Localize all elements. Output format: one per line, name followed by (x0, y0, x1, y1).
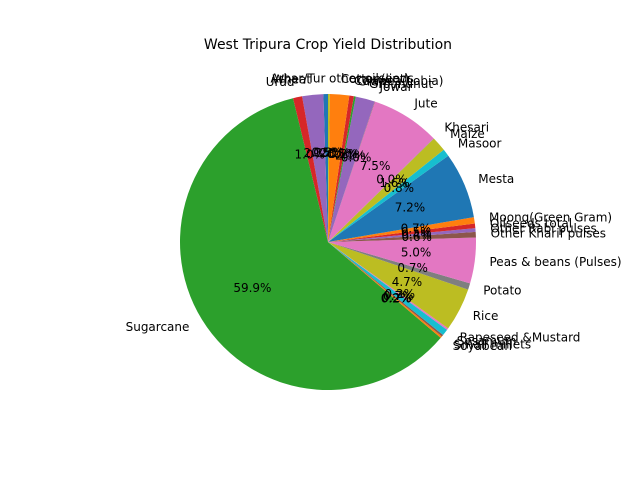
category-label-gram: Gram (358, 74, 391, 88)
pie-slice-sesamum (328, 242, 448, 336)
chart-title: West Tripura Crop Yield Distribution (204, 37, 452, 53)
category-label-peas-beans-pulses: Peas & beans (Pulses) (490, 255, 622, 269)
percent-label-other-rabi-pulses: 0.4% (401, 227, 432, 241)
pie-slice-moong-green-gram (328, 217, 475, 242)
pie-slice-sugarcane (179, 98, 441, 391)
percent-label-cotton-lint: 2.1% (320, 146, 351, 160)
percent-label-wheat: 2.3% (304, 146, 335, 160)
percent-label-moong-green-gram: 0.7% (401, 221, 432, 235)
percent-label-khesari: 0.0% (376, 172, 407, 186)
category-label-arhar-tur: Arhar/Tur (271, 72, 326, 86)
percent-label-maize: 1.6% (379, 176, 410, 190)
pie-slice-small-millets (328, 242, 444, 337)
percent-labels: 0.5%2.3%1.0%59.9%0.2%0.2%0.7%0.2%4.7%0.7… (233, 146, 432, 306)
category-label-rice: Rice (473, 309, 499, 323)
percent-label-peas-beans-pulses: 5.0% (401, 246, 432, 260)
category-label-other-rabi-pulses: Other Rabi pulses (490, 221, 597, 235)
percent-label-jute: 7.5% (360, 159, 391, 173)
category-label-soyabean: Soyabean (453, 339, 512, 353)
pie-slice-maize (328, 138, 444, 242)
pie-slice-cotton-lint (328, 94, 350, 242)
pie-slice-rapeseed-mustard (328, 242, 449, 330)
category-label-other-oilseeds: other oilseeds (329, 72, 414, 86)
category-label-cotton-lint: Cotton(lint) (341, 72, 409, 86)
pie-slice-oilseeds-total (328, 223, 476, 242)
pie-slice-masoor (328, 149, 449, 242)
pie-slice-gram (328, 96, 356, 242)
category-label-sugarcane: Sugarcane (126, 320, 190, 334)
percent-label-other-kharif-pulses: 0.6% (401, 230, 432, 244)
pie-slice-potato (328, 242, 471, 290)
category-label-oilseeds-total: Oilseeds total (490, 217, 572, 231)
category-label-urad: Urad (266, 75, 295, 89)
category-label-khesari: Khesari (444, 121, 489, 135)
pie-slice-wheat (302, 94, 328, 242)
pie-slices (179, 93, 476, 391)
category-label-other-kharif-pulses: Other Kharif pulses (491, 226, 606, 240)
category-label-small-millets: Small millets (454, 338, 531, 352)
pie-slice-peas-beans-pulses (328, 237, 476, 284)
category-label-maize: Maize (450, 127, 485, 141)
percent-label-sugarcane: 59.9% (233, 281, 271, 295)
category-label-wheat: Wheat (272, 73, 311, 87)
percent-label-gram: 0.2% (329, 147, 360, 161)
category-label-jute: Jute (413, 97, 437, 111)
pie-slice-jute (328, 101, 434, 242)
category-label-masoor: Masoor (458, 136, 502, 150)
percent-label-sesamum: 0.7% (383, 289, 414, 303)
category-label-cowpea-lobia: Cowpea(Lobia) (354, 74, 443, 88)
percent-label-urad: 1.0% (294, 148, 325, 162)
percent-label-oilseeds-total: 0.5% (401, 225, 432, 239)
pie-slice-cowpea-lobia (328, 95, 354, 242)
pie-slice-groundnut (328, 96, 375, 242)
percent-label-masoor: 0.8% (384, 181, 415, 195)
pie-slice-other-oilseeds (328, 93, 330, 242)
category-label-potato: Potato (483, 284, 521, 298)
category-label-sesamum: Sesamum (457, 334, 517, 348)
category-label-moong-green-gram: Moong(Green Gram) (489, 211, 612, 225)
category-label-jowar: Jowar (379, 80, 413, 94)
percent-label-other-oilseeds: 0.2% (313, 146, 344, 160)
percent-label-soyabean: 0.2% (381, 292, 412, 306)
pie-slice-arhar-tur (323, 93, 328, 242)
category-label-groundnut: Groundnut (369, 77, 433, 91)
pie-slice-other-kharif-pulses (328, 231, 476, 242)
pie-slice-urad (292, 96, 328, 242)
category-label-mesta: Mesta (478, 172, 514, 186)
percent-label-small-millets: 0.2% (381, 291, 412, 305)
pie-slice-other-rabi-pulses (328, 228, 476, 242)
pie-slice-soyabean (328, 242, 442, 338)
pie-slice-mesta (328, 155, 474, 242)
percent-label-rice: 4.7% (392, 275, 423, 289)
percent-label-groundnut: 2.1% (335, 149, 366, 163)
percent-label-cowpea-lobia: 0.5% (327, 147, 358, 161)
percent-label-potato: 0.7% (397, 261, 428, 275)
pie-slice-jowar (328, 101, 376, 242)
pie-slice-khesari (328, 138, 434, 242)
pie-slice-rice (328, 242, 469, 329)
category-label-rapeseed-mustard: Rapeseed &Mustard (460, 330, 581, 344)
percent-label-arhar-tur: 0.5% (311, 146, 342, 160)
percent-label-mesta: 7.2% (395, 200, 426, 214)
percent-label-jowar: 0.0% (341, 150, 372, 164)
percent-label-rapeseed-mustard: 0.2% (385, 287, 416, 301)
